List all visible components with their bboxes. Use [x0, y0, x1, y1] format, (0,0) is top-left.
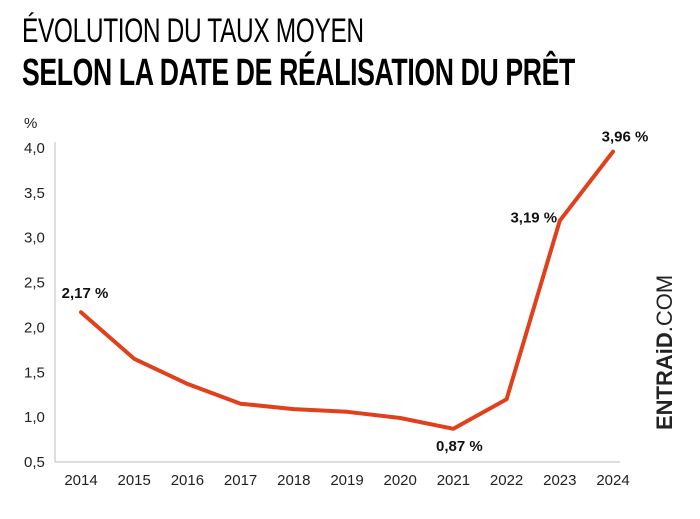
series-layer [79, 149, 615, 431]
y-tick-label: 3,5 [24, 185, 45, 202]
data-label: 2,17 % [62, 285, 109, 302]
y-tick-label: 4,0 [24, 140, 45, 157]
series-line [79, 149, 615, 431]
y-tick-label: 2,5 [24, 275, 45, 292]
y-axis-ticks: 0,5 1,0 1,5 2,0 2,5 3,0 3,5 4,0 [24, 140, 45, 471]
x-tick-label: 2015 [118, 472, 151, 489]
x-tick-label: 2020 [384, 472, 417, 489]
x-tick-label: 2016 [171, 472, 204, 489]
chart-title-line-2: SELON LA DATE DE RÉALISATION DU PRÊT [22, 52, 575, 94]
data-label: 3,19 % [510, 210, 557, 227]
brand-logo-light: .COM [652, 275, 677, 332]
x-axis-ticks: 2014 2015 2016 2017 2018 2019 2020 2021 2022 2023… [64, 472, 629, 489]
y-tick-label: 0,5 [24, 454, 45, 471]
y-tick-label: 1,5 [24, 364, 45, 381]
x-tick-label: 2023 [543, 472, 576, 489]
brand-logo-bold: ENTRAiD [652, 332, 677, 430]
brand-logo: ENTRAiD.COM [652, 275, 677, 430]
y-tick-label: 1,0 [24, 409, 45, 426]
chart-axes [54, 142, 620, 463]
svg-text:ENTRAiD.COM: ENTRAiD.COM [652, 275, 677, 430]
x-tick-label: 2017 [224, 472, 257, 489]
x-tick-label: 2021 [437, 472, 470, 489]
y-tick-label: 3,0 [24, 230, 45, 247]
data-label: 3,96 % [602, 129, 649, 146]
x-tick-label: 2019 [330, 472, 363, 489]
y-axis-unit-label: % [24, 115, 37, 132]
y-tick-label: 2,0 [24, 319, 45, 336]
data-labels: 2,17 % 0,87 % 3,19 % 3,96 % [62, 129, 649, 455]
data-label: 0,87 % [436, 438, 483, 455]
x-tick-label: 2014 [64, 472, 97, 489]
x-tick-label: 2022 [490, 472, 523, 489]
chart-title-line-1: ÉVOLUTION DU TAUX MOYEN [22, 12, 364, 50]
x-tick-label: 2018 [277, 472, 310, 489]
x-tick-label: 2024 [596, 472, 629, 489]
